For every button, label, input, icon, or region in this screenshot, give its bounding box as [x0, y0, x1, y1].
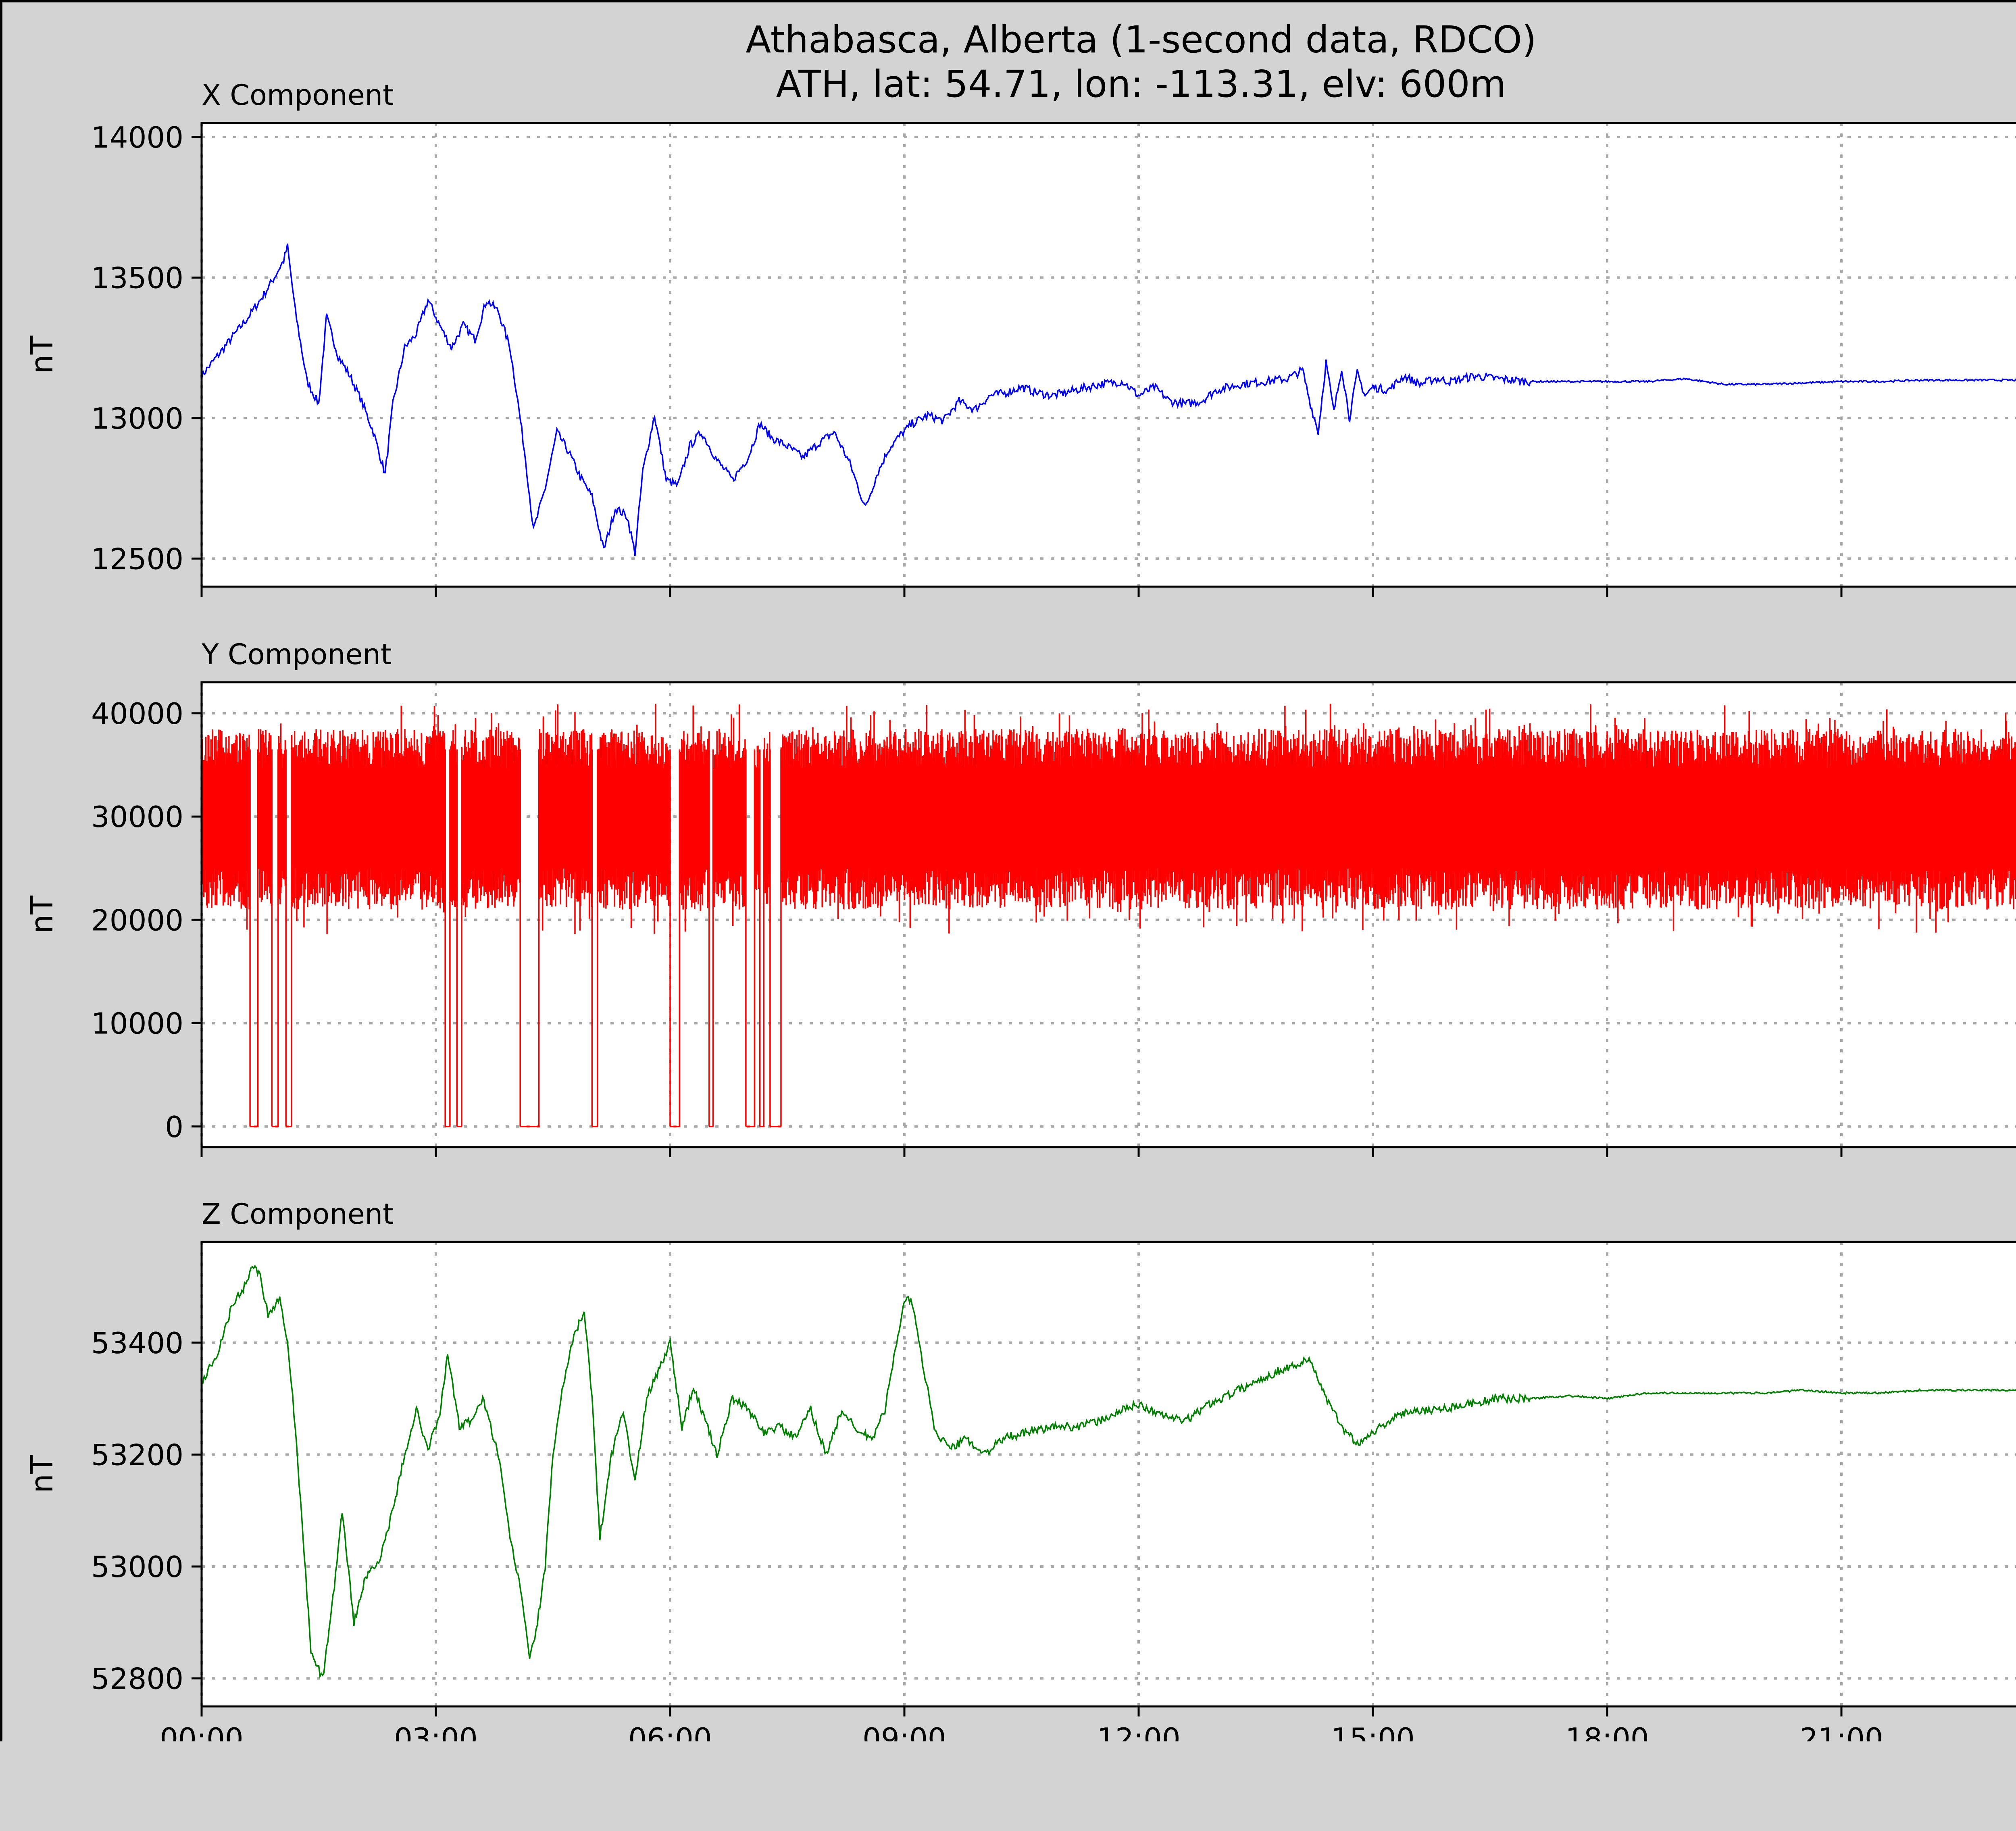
z-component-panel: 00:00 03:00 06:00 09:00 12:00 15:00 18:00 21:00…	[24, 1198, 2016, 1756]
y-component-panel: 0 10000 20000 30000 40000 Y Component nT	[24, 638, 2016, 1157]
z-plot-area	[202, 1242, 2016, 1706]
x-tick-label: 15:00	[1331, 1722, 1415, 1756]
figure-title-line2: ATH, lat: 54.71, lon: -113.31, elv: 600m	[776, 62, 1506, 106]
x-tick-label: 18:00	[1565, 1722, 1649, 1756]
x-y-tick-label: 13000	[91, 402, 183, 435]
y-panel-title: Y Component	[201, 638, 392, 671]
y-y-tick-label: 20000	[91, 903, 183, 937]
x-y-tick-label: 14000	[91, 121, 183, 154]
figure-title-line1: Athabasca, Alberta (1-second data, RDCO)	[746, 18, 1536, 61]
x-y-tick-label: 13500	[91, 261, 183, 295]
y-y-tick-label: 30000	[91, 800, 183, 834]
x-tick-label: 00:00	[160, 1722, 244, 1756]
x-y-tick-label: 12500	[91, 542, 183, 576]
y-y-axis-label: nT	[24, 896, 60, 934]
x-tick-label: 21:00	[1799, 1722, 1883, 1756]
x-axis-label: 2025-11-13 (UTC)	[1001, 1770, 1281, 1806]
x-tick-label: 06:00	[628, 1722, 712, 1756]
z-y-tick-label: 53200	[91, 1438, 183, 1472]
y-y-tick-label: 10000	[91, 1007, 183, 1041]
x-y-axis-label: nT	[24, 335, 60, 374]
z-y-tick-label: 52800	[91, 1662, 183, 1696]
z-y-tick-label: 53400	[91, 1326, 183, 1360]
x-tick-label: 12:00	[1097, 1722, 1181, 1756]
x-plot-area	[202, 123, 2016, 587]
y-y-tick-label: 40000	[91, 697, 183, 731]
x-tick-label: 09:00	[862, 1722, 946, 1756]
x-panel-title: X Component	[202, 79, 394, 112]
z-panel-title: Z Component	[202, 1198, 394, 1231]
x-tick-label: 03:00	[394, 1722, 478, 1756]
z-y-axis-label: nT	[24, 1455, 60, 1493]
y-y-tick-label: 0	[165, 1110, 183, 1144]
z-y-tick-label: 53000	[91, 1550, 183, 1584]
x-component-panel: 12500 13000 13500 14000 X Component nT	[24, 79, 2016, 597]
